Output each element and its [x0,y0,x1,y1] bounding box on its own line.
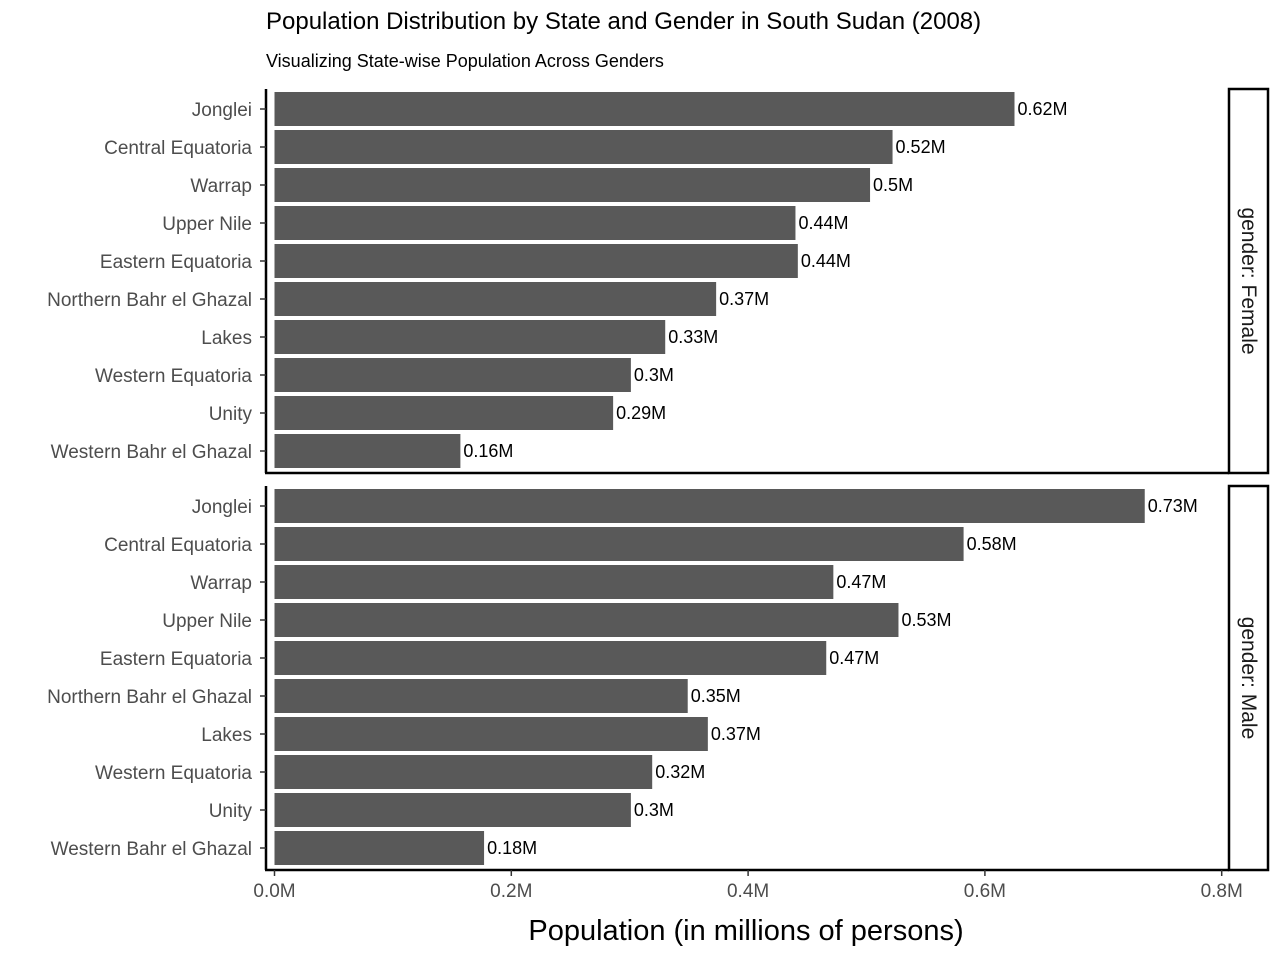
bar [274,206,796,240]
bar [274,755,653,789]
data-label: 0.33M [668,327,718,347]
facet-strip [1227,87,1270,475]
bar [274,679,688,713]
category-label: Lakes [201,725,252,746]
data-label: 0.37M [719,289,769,309]
category-label: Warrap [190,573,252,594]
category-label: Central Equatoria [104,138,252,159]
bar [274,244,798,278]
category-label: Western Equatoria [95,366,252,387]
x-tick-label: 0.0M [253,881,295,902]
data-label: 0.5M [873,175,913,195]
data-label: 0.32M [655,762,705,782]
data-label: 0.62M [1018,99,1068,119]
category-label: Upper Nile [162,214,252,235]
facet-strip-label: gender: Male [1237,617,1260,740]
bar [274,793,631,827]
facets-layer: Jonglei 0.62M Central Equatoria 0.52M Warrap… [47,87,1270,872]
data-label: 0.16M [463,441,513,461]
facet-panel: Jonglei 0.73M Central Equatoria 0.58M Warrap… [47,484,1270,872]
category-label: Western Equatoria [95,763,252,784]
facet-panel: Jonglei 0.62M Central Equatoria 0.52M Warrap… [47,87,1270,475]
data-label: 0.29M [616,403,666,423]
category-label: Northern Bahr el Ghazal [47,290,252,311]
bar [274,565,834,599]
category-label: Eastern Equatoria [100,649,253,670]
data-label: 0.52M [896,137,946,157]
bar [274,320,666,354]
bar [274,489,1145,523]
data-label: 0.18M [487,838,537,858]
category-label: Jonglei [192,100,252,121]
facet-strip-label: gender: Female [1237,207,1260,354]
data-label: 0.47M [829,648,879,668]
data-label: 0.73M [1148,496,1198,516]
category-label: Upper Nile [162,611,252,632]
bar [274,92,1015,126]
bar [274,396,614,430]
bar [274,831,485,865]
x-tick-label: 0.6M [964,881,1006,902]
bar [274,358,631,392]
category-label: Warrap [190,176,252,197]
category-label: Unity [209,801,253,822]
data-label: 0.44M [798,213,848,233]
bar [274,130,893,164]
data-label: 0.3M [634,800,674,820]
bar [274,717,708,751]
x-tick-label: 0.4M [727,881,769,902]
data-label: 0.37M [711,724,761,744]
bar [274,641,827,675]
category-label: Jonglei [192,497,252,518]
chart-subtitle: Visualizing State-wise Population Across… [266,51,664,71]
category-label: Eastern Equatoria [100,252,253,273]
category-label: Unity [209,404,253,425]
bar [274,282,717,316]
data-label: 0.47M [836,572,886,592]
bar [274,168,871,202]
chart-title: Population Distribution by State and Gen… [266,8,982,35]
x-tick-label: 0.2M [490,881,532,902]
facet-strip [1227,484,1270,872]
bar [274,603,899,637]
data-label: 0.35M [691,686,741,706]
data-label: 0.58M [967,534,1017,554]
data-label: 0.3M [634,365,674,385]
category-label: Central Equatoria [104,535,252,556]
data-label: 0.44M [801,251,851,271]
data-label: 0.53M [901,610,951,630]
x-tick-label: 0.8M [1201,881,1243,902]
x-axis-title: Population (in millions of persons) [528,915,963,947]
x-axis: 0.0M 0.2M 0.4M 0.6M 0.8M [253,870,1243,902]
category-label: Western Bahr el Ghazal [51,839,252,860]
bar [274,434,461,468]
category-label: Northern Bahr el Ghazal [47,687,252,708]
category-label: Lakes [201,328,252,349]
category-label: Western Bahr el Ghazal [51,442,252,463]
bar [274,527,964,561]
